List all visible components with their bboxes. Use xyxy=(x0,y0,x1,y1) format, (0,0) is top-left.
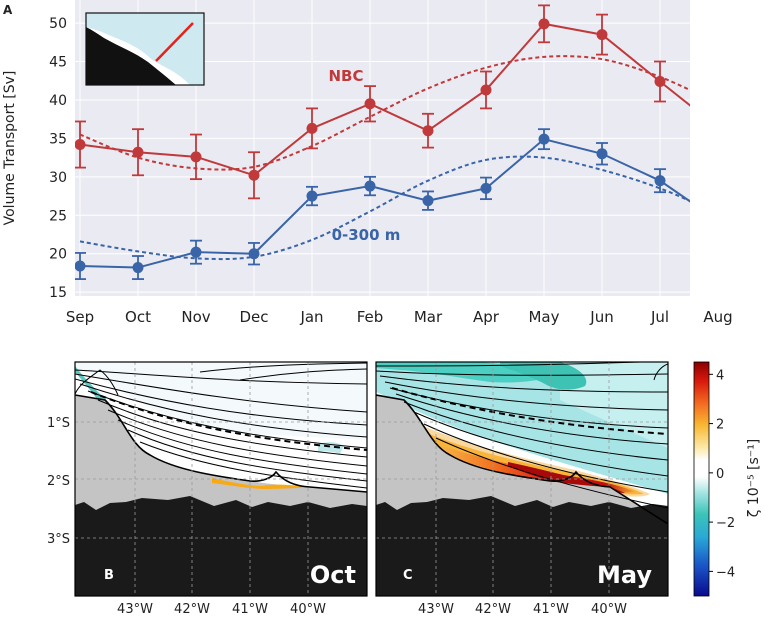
panel-b-y-ticks: 1°S 2°S 3°S xyxy=(47,416,70,547)
panel-b-x-ticks: 43°W 42°W 41°W 40°W xyxy=(117,602,326,617)
y-tick-label: 35 xyxy=(49,131,67,147)
panel-b-label: B xyxy=(104,568,114,583)
inset-section-line xyxy=(155,22,194,62)
data-point xyxy=(422,125,434,137)
x-tick-label: May xyxy=(528,308,559,326)
panel-c-x-ticks: 43°W 42°W 41°W 40°W xyxy=(418,602,627,617)
y-axis-label: Volume Transport [Sv] xyxy=(2,71,18,226)
x-tick-label: Dec xyxy=(239,308,268,326)
y-tick-label: 40 xyxy=(49,93,67,109)
x-tick-label: Oct xyxy=(125,308,151,326)
data-point xyxy=(422,195,434,207)
plot-a-x-ticks: Sep Oct Nov Dec Jan Feb Mar Apr May Jun Jul Aug xyxy=(66,308,733,326)
data-point xyxy=(538,18,550,30)
y-tick-label: 30 xyxy=(49,170,67,186)
colorbar: 4 2 0 −2 −4 ζ 10⁻⁵ [s⁻¹] xyxy=(693,361,762,597)
x-tick-label: Jan xyxy=(299,308,323,326)
colorbar-tick-label: 2 xyxy=(716,418,724,433)
map-y-tick-label: 3°S xyxy=(47,532,70,547)
x-tick-label: Jun xyxy=(589,308,613,326)
map-y-tick-label: 1°S xyxy=(47,416,70,431)
x-tick-label: Sep xyxy=(66,308,94,326)
y-tick-label: 25 xyxy=(49,208,67,224)
series-1 xyxy=(75,128,690,280)
data-point xyxy=(306,122,318,134)
series-label-0-300m: 0-300 m xyxy=(332,226,401,244)
panel-c: C May 43°W 42°W 41°W 40°W xyxy=(375,361,669,617)
y-tick-label: 15 xyxy=(49,285,67,301)
data-point xyxy=(654,175,666,187)
x-tick-label: Apr xyxy=(473,308,500,326)
map-x-tick-label: 40°W xyxy=(591,602,627,617)
panel-a-label: A xyxy=(3,3,13,17)
panel-a: A 15 20 25 30 35 40 45 50 Sep Oct Nov Dec Jan Feb Mar… xyxy=(2,0,733,326)
inset-map xyxy=(85,12,205,86)
colorbar-tick-label: −2 xyxy=(716,516,735,531)
panel-c-title: May xyxy=(597,561,652,589)
data-point xyxy=(480,84,492,96)
plot-a-series xyxy=(75,4,690,280)
data-point xyxy=(248,248,260,260)
plot-a-y-ticks: 15 20 25 30 35 40 45 50 xyxy=(49,16,67,301)
data-point xyxy=(596,148,608,160)
map-x-tick-label: 41°W xyxy=(533,602,569,617)
map-x-tick-label: 42°W xyxy=(174,602,210,617)
data-point xyxy=(306,190,318,202)
fit-curve-1 xyxy=(79,155,690,261)
series-label-nbc: NBC xyxy=(329,67,364,85)
data-point xyxy=(75,260,86,272)
x-tick-label: Feb xyxy=(357,308,384,326)
panel-b-title: Oct xyxy=(310,561,356,589)
y-tick-label: 50 xyxy=(49,16,67,32)
series-0 xyxy=(75,4,690,200)
data-point xyxy=(364,98,376,110)
data-point xyxy=(132,146,144,158)
data-point xyxy=(248,169,260,181)
data-point xyxy=(364,180,376,192)
data-point xyxy=(132,262,144,274)
colorbar-ticks: 4 2 0 −2 −4 xyxy=(709,368,735,580)
panel-b: B Oct 43°W 42°W 41°W 40°W 1°S 2°S 3°S xyxy=(47,361,368,617)
colorbar-tick-label: 0 xyxy=(716,467,724,482)
data-point xyxy=(538,133,550,145)
colorbar-tick-label: 4 xyxy=(716,368,724,383)
x-tick-label: Nov xyxy=(181,308,210,326)
x-tick-label: Mar xyxy=(414,308,443,326)
colorbar-tick-label: −4 xyxy=(716,565,735,580)
colorbar-gradient xyxy=(693,361,710,597)
map-x-tick-label: 42°W xyxy=(475,602,511,617)
data-point xyxy=(75,139,86,151)
colorbar-label: ζ 10⁻⁵ [s⁻¹] xyxy=(746,439,762,518)
data-point xyxy=(596,29,608,41)
y-tick-label: 20 xyxy=(49,247,67,263)
x-tick-label: Aug xyxy=(703,308,732,326)
data-point xyxy=(190,246,202,258)
map-y-tick-label: 2°S xyxy=(47,474,70,489)
y-tick-label: 45 xyxy=(49,55,67,71)
data-point xyxy=(654,75,666,87)
map-x-tick-label: 43°W xyxy=(117,602,153,617)
data-point xyxy=(480,182,492,194)
map-x-tick-label: 41°W xyxy=(232,602,268,617)
panel-c-label: C xyxy=(403,568,413,583)
data-point xyxy=(190,151,202,163)
x-tick-label: Jul xyxy=(650,308,669,326)
map-x-tick-label: 43°W xyxy=(418,602,454,617)
map-x-tick-label: 40°W xyxy=(290,602,326,617)
